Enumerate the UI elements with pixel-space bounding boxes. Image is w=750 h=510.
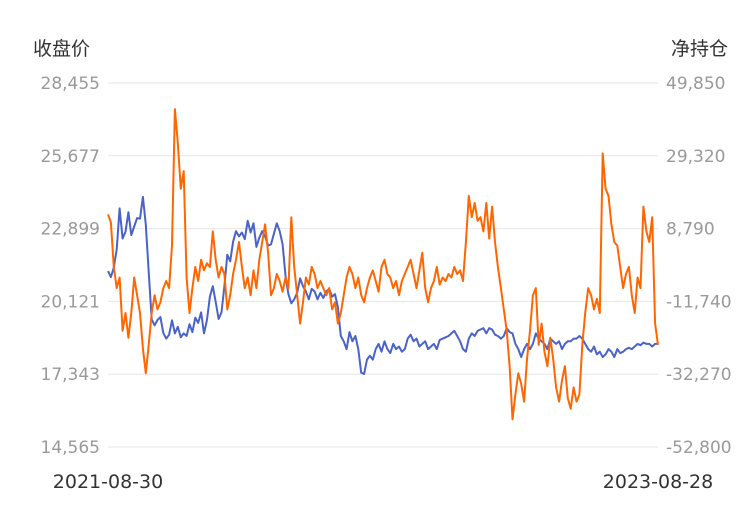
left-tick-label: 22,899 [41,220,100,240]
right-tick-label: -52,800 [666,438,732,458]
left-tick-label: 17,343 [41,365,100,385]
left-axis-ticks: 28,455 25,677 22,899 20,121 17,343 14,565 [41,74,100,458]
net-position-line [107,108,659,421]
series-layer [107,108,659,421]
right-tick-label: 29,320 [666,147,725,167]
left-tick-label: 14,565 [41,438,100,458]
x-start-label: 2021-08-30 [53,471,163,493]
close-price-line [107,195,658,375]
right-tick-label: -11,740 [666,292,732,312]
right-axis-title: 净持仓 [671,38,728,60]
right-axis-ticks: 49,850 29,320 8,790 -11,740 -32,270 -52,800 [666,74,732,458]
right-tick-label: -32,270 [666,365,732,385]
right-tick-label: 49,850 [666,74,725,94]
left-axis-title: 收盘价 [33,38,90,60]
left-tick-label: 25,677 [41,147,100,167]
left-tick-label: 28,455 [41,74,100,94]
x-end-label: 2023-08-28 [603,471,713,493]
grid-lines [108,82,658,448]
left-tick-label: 20,121 [41,292,100,312]
right-tick-label: 8,790 [666,220,715,240]
